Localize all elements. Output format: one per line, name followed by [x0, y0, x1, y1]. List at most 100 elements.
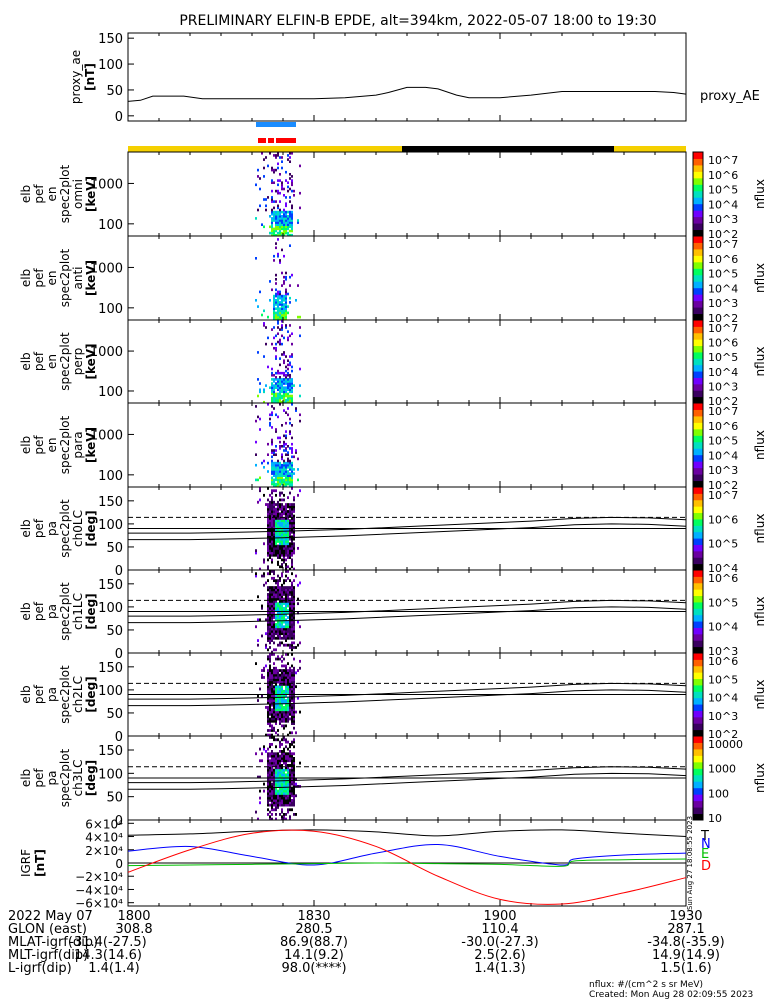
- heatmap-cell: [287, 553, 289, 557]
- heatmap-cell: [299, 367, 301, 371]
- heatmap-cell: [273, 801, 275, 805]
- heatmap-cell: [277, 586, 279, 589]
- heatmap-cell: [287, 632, 289, 636]
- heatmap-cell: [277, 415, 279, 419]
- heatmap-cell: [293, 752, 295, 756]
- colorbar-tick-label: 10^5: [708, 435, 738, 448]
- colorbar-tick-label: 10^7: [708, 154, 738, 167]
- heatmap-cell: [289, 611, 291, 615]
- heatmap-cell: [275, 715, 277, 719]
- heatmap-cell: [291, 801, 293, 805]
- heatmap-cell: [269, 752, 271, 756]
- heatmap-cell: [269, 521, 271, 525]
- heatmap-cell: [281, 743, 283, 746]
- colorbar-segment: [693, 723, 703, 731]
- heatmap-cell: [291, 449, 293, 452]
- heatmap-cell: [287, 597, 289, 601]
- colorbar-label: nflux: [753, 597, 767, 627]
- heatmap-cell: [287, 719, 289, 723]
- colorbar-segment: [693, 454, 703, 462]
- heatmap-cell: [289, 396, 291, 400]
- heatmap-cell: [285, 590, 287, 594]
- heatmap-cell: [283, 378, 285, 381]
- heatmap-cell: [291, 369, 293, 373]
- heatmap-cell: [291, 606, 293, 610]
- igrf-N-line: [127, 843, 687, 866]
- heatmap-cell: [277, 699, 279, 702]
- heatmap-cell: [297, 643, 299, 647]
- heatmap-cell: [283, 540, 285, 543]
- heatmap-cell: [277, 463, 279, 467]
- heatmap-cell: [283, 636, 285, 640]
- heatmap-cell: [283, 803, 285, 807]
- heatmap-cell: [289, 803, 291, 807]
- heatmap-cell: [281, 604, 283, 608]
- heatmap-cell: [259, 687, 261, 691]
- heatmap-cell: [271, 217, 273, 220]
- heatmap-cell: [281, 549, 283, 553]
- heatmap-cell: [291, 590, 293, 594]
- heatmap-cell: [275, 553, 277, 557]
- heatmap-cell: [285, 394, 287, 398]
- heatmap-cell: [289, 394, 291, 398]
- heatmap-cell: [267, 606, 269, 610]
- heatmap-cell: [285, 706, 287, 709]
- heatmap-cell: [289, 514, 291, 518]
- heatmap-cell: [283, 353, 285, 356]
- heatmap-cell: [277, 386, 279, 389]
- heatmap-cell: [279, 706, 281, 709]
- heatmap-cell: [283, 599, 285, 603]
- heatmap-cell: [285, 595, 287, 599]
- heatmap-cell: [289, 590, 291, 594]
- heatmap-cell: [283, 227, 285, 231]
- heatmap-cell: [269, 655, 271, 659]
- heatmap-cell: [271, 729, 273, 732]
- heatmap-cell: [281, 780, 283, 784]
- heatmap-cell: [279, 259, 281, 262]
- heatmap-cell: [275, 242, 277, 245]
- heatmap-cell: [289, 567, 291, 571]
- heatmap-cell: [291, 472, 293, 475]
- heatmap-cell: [281, 593, 283, 596]
- heatmap-cell: [275, 301, 277, 304]
- heatmap-cell: [281, 759, 283, 763]
- heatmap-cell: [267, 510, 269, 513]
- heatmap-cell: [287, 400, 289, 404]
- heatmap-cell: [279, 445, 281, 448]
- heatmap-cell: [259, 390, 261, 394]
- heatmap-cell: [291, 583, 293, 587]
- heatmap-cell: [275, 317, 277, 321]
- heatmap-cell: [287, 528, 289, 532]
- y-axis-label: elb: [19, 436, 33, 454]
- heatmap-cell: [277, 560, 279, 564]
- heatmap-cell: [269, 671, 271, 675]
- heatmap-cell: [283, 380, 285, 383]
- heatmap-cell: [289, 505, 291, 509]
- heatmap-cell: [275, 384, 277, 387]
- heatmap-cell: [267, 722, 269, 725]
- heatmap-cell: [293, 623, 295, 626]
- proxy-ae-line: [127, 86, 687, 102]
- heatmap-cell: [279, 745, 281, 749]
- heatmap-cell: [283, 625, 285, 629]
- heatmap-cell: [287, 378, 289, 381]
- heatmap-cell: [287, 533, 289, 536]
- heatmap-cell: [267, 712, 269, 716]
- heatmap-cell: [269, 664, 271, 668]
- heatmap-cell: [279, 771, 281, 774]
- heatmap-cell: [291, 451, 293, 454]
- heatmap-cell: [287, 808, 289, 812]
- heatmap-cell: [289, 400, 291, 404]
- colorbar-tick-label: 10^3: [708, 213, 738, 226]
- heatmap-cell: [273, 227, 275, 231]
- heatmap-cell: [285, 231, 287, 235]
- heatmap-cell: [275, 544, 277, 548]
- heatmap-cell: [269, 572, 271, 576]
- heatmap-cell: [277, 500, 279, 504]
- heatmap-cell: [285, 421, 287, 425]
- heatmap-cell: [277, 505, 279, 509]
- heatmap-cell: [269, 743, 271, 746]
- heatmap-cell: [267, 629, 269, 633]
